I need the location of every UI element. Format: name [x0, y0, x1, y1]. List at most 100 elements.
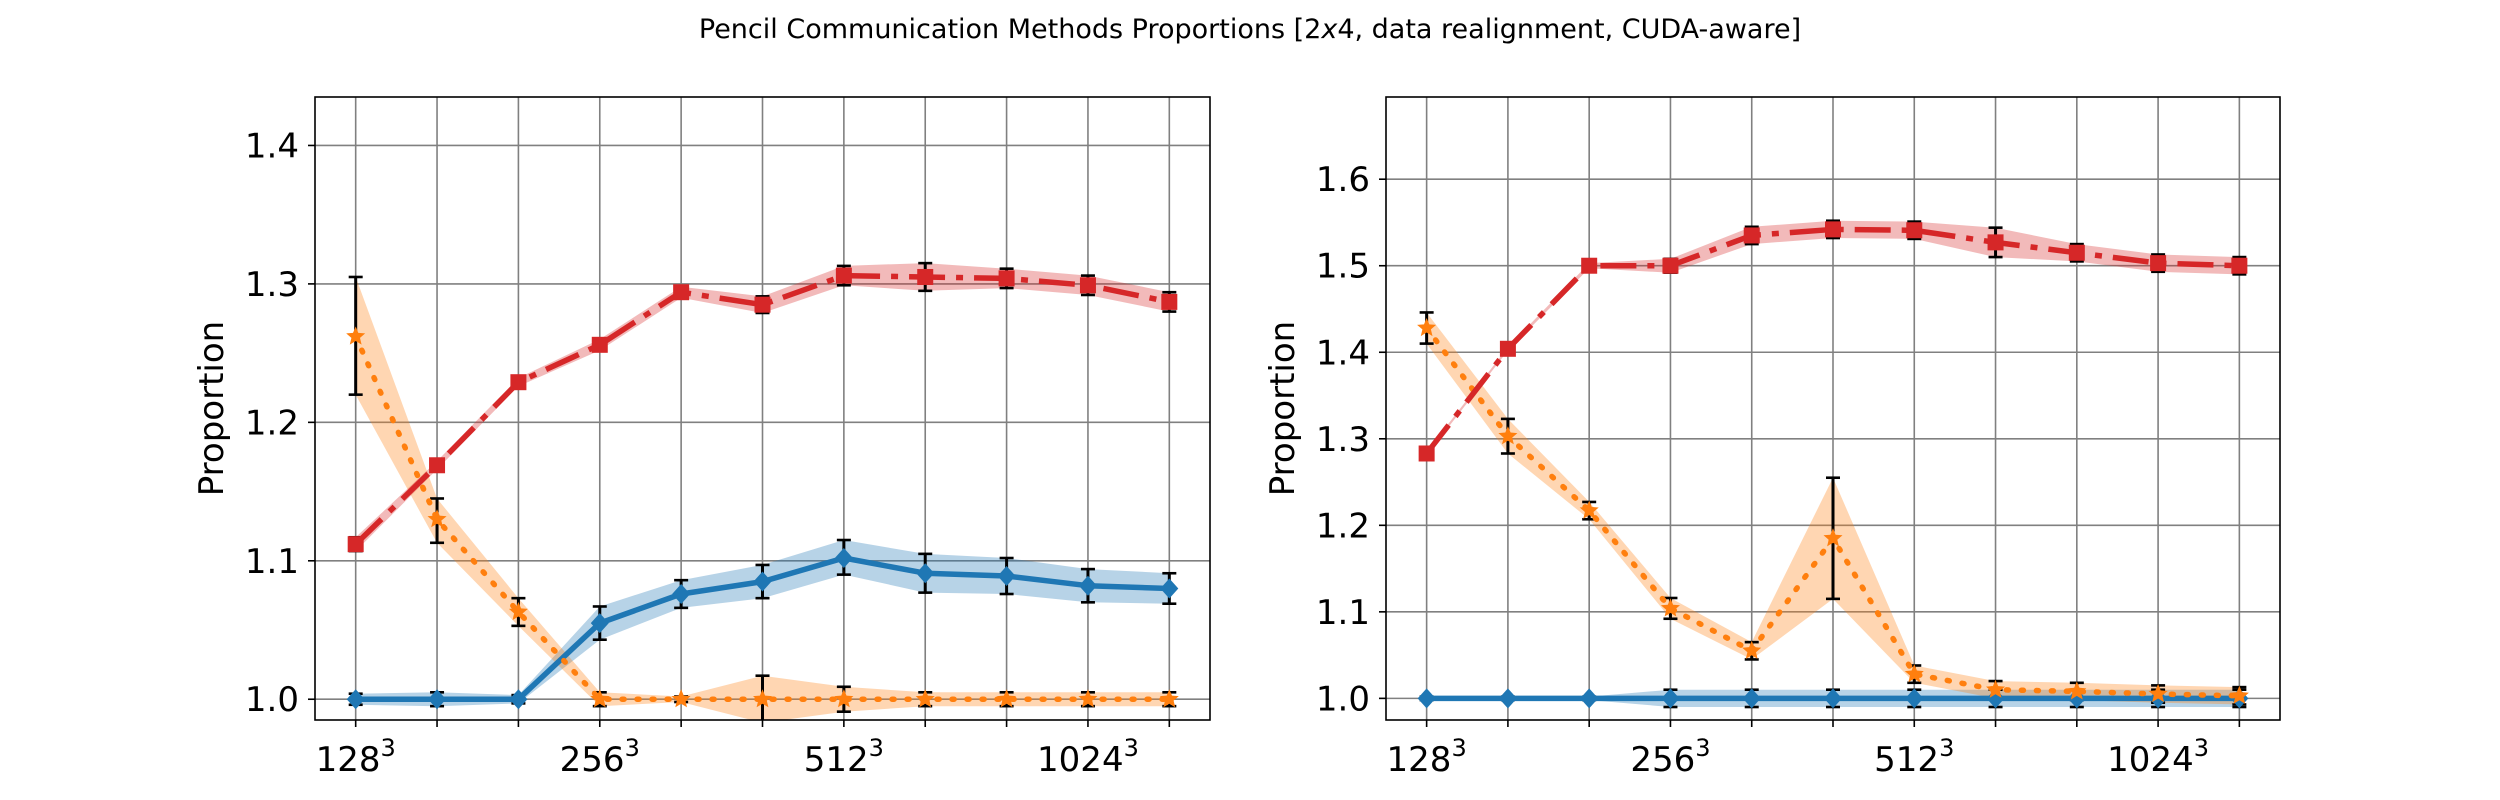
x-tick-label-base: 512 [1874, 740, 1939, 780]
series-0-point [1078, 575, 1097, 596]
series-0-point [1160, 578, 1179, 599]
series-0-point [834, 548, 853, 569]
x-tick-label: 10243 [1037, 734, 1139, 780]
x-tick-label-exponent: 3 [1939, 734, 1954, 762]
series-2-point [2231, 257, 2248, 274]
series-1-point [834, 689, 854, 708]
y-tick-label: 1.2 [1316, 506, 1370, 546]
series-1-point [346, 326, 366, 345]
x-tick-label-exponent: 3 [1124, 734, 1139, 762]
series-0-point [916, 563, 935, 584]
plot-area [1417, 219, 2249, 709]
series-2-point [1743, 227, 1760, 244]
series-0-point [428, 689, 447, 710]
series-1-point [590, 689, 610, 708]
series-0-point [1417, 688, 1436, 709]
series-1-point [1660, 598, 1680, 617]
series-2-point [835, 267, 852, 284]
figure-title-part-3: 4, data realignment, CUDA-aware] [1337, 14, 1801, 45]
x-tick-label-exponent: 3 [380, 734, 395, 762]
x-tick-label: 10243 [2107, 734, 2209, 780]
series-2-point [1825, 221, 1841, 238]
series-1-point [2148, 684, 2168, 703]
grid [315, 97, 1210, 720]
series-2-point [1581, 257, 1598, 274]
x-tick-label: 2563 [1630, 734, 1710, 780]
series-0-point [590, 613, 609, 634]
series-2-point [591, 336, 608, 353]
y-tick-label: 1.2 [245, 403, 299, 443]
x-tick-label: 1283 [1387, 734, 1467, 780]
series-1-point [2067, 681, 2087, 700]
series-0-point [753, 571, 772, 592]
y-tick-label: 1.4 [1316, 333, 1370, 373]
series-1-point [1159, 689, 1179, 708]
series-2-point [1906, 222, 1923, 239]
series-2-point [429, 457, 446, 474]
series-0-point [672, 584, 691, 605]
series-2-point [998, 270, 1015, 287]
figure-title-part-2: x [1320, 14, 1338, 45]
series-2-point [2150, 255, 2167, 272]
series-1-point [508, 602, 528, 621]
y-tick-label: 1.3 [1316, 420, 1370, 460]
series-1-point [1742, 640, 1762, 659]
figure-title: Pencil Communication Methods Proportions… [699, 14, 1801, 45]
y-tick-label: 1.4 [245, 126, 299, 166]
series-0-point [1580, 688, 1599, 709]
series-2-line [1424, 226, 2240, 456]
series-1-point [1986, 679, 2006, 698]
series-2-point [1418, 445, 1435, 462]
series-1-point [2229, 685, 2249, 704]
x-tick-label-exponent: 3 [1451, 734, 1466, 762]
series-2-point [1987, 234, 2004, 251]
x-tick-label-base: 1024 [1037, 740, 1124, 780]
series-0-point [1498, 688, 1517, 709]
x-tick-label-base: 128 [316, 740, 381, 780]
x-tick-label-exponent: 3 [625, 734, 640, 762]
series-0-point [509, 689, 528, 710]
x-tick-label: 5123 [1874, 734, 1954, 780]
series-1-point [1823, 528, 1843, 547]
series-2-point [673, 284, 690, 301]
x-tick-label: 5123 [804, 734, 884, 780]
y-tick-label: 1.0 [245, 680, 299, 720]
series-1-point [753, 689, 772, 708]
x-tick-label-exponent: 3 [1695, 734, 1710, 762]
x-tick-label-exponent: 3 [2194, 734, 2209, 762]
x-tick-label-exponent: 3 [869, 734, 884, 762]
y-tick-label: 1.3 [245, 265, 299, 305]
series-0-point [1905, 688, 1924, 709]
y-tick-label: 1.1 [1316, 593, 1370, 633]
series-1-point [1498, 426, 1518, 445]
x-tick-label-base: 128 [1387, 740, 1452, 780]
series-2-point [754, 296, 771, 313]
series-2-point [2068, 244, 2085, 261]
series-1-point [1078, 689, 1098, 708]
series-1-point [1417, 318, 1437, 337]
series-2-point [1499, 340, 1516, 357]
y-tick-label: 1.6 [1316, 160, 1370, 200]
figure-title-part-1: Pencil Communication Methods Proportions… [699, 14, 1321, 45]
series-2-point [1662, 257, 1679, 274]
y-tick-label: 1.5 [1316, 247, 1370, 287]
series-1-point [997, 689, 1017, 708]
y-axis-label: Proportion [1263, 321, 1303, 496]
series-0-point [1742, 688, 1761, 709]
series-2-point [1079, 277, 1096, 294]
series-2-point [510, 374, 527, 391]
series-1-point [671, 689, 691, 708]
series-1-point [427, 509, 447, 528]
series-0-point [1661, 688, 1680, 709]
series-1-point [1904, 664, 1924, 683]
series-2-point [1161, 293, 1178, 310]
x-tick-label-base: 512 [804, 740, 869, 780]
series-0-point [346, 689, 365, 710]
series-1-point [915, 689, 935, 708]
y-axis-label: Proportion [192, 321, 232, 496]
series-1-line [352, 333, 1173, 702]
x-tick-label-base: 256 [1630, 740, 1695, 780]
